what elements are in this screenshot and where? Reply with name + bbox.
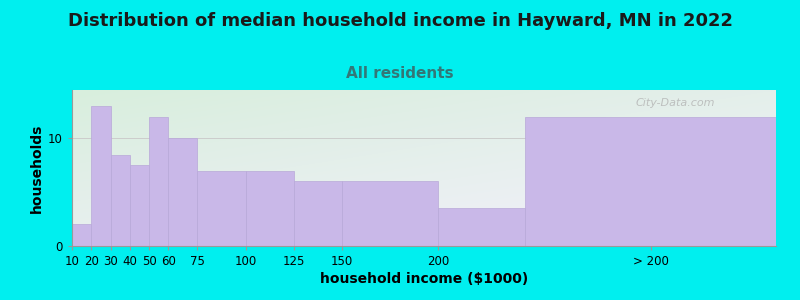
Bar bbox=[169, 138, 198, 246]
Y-axis label: households: households bbox=[30, 123, 44, 213]
Bar bbox=[438, 208, 526, 246]
Bar bbox=[198, 171, 246, 246]
Bar bbox=[130, 165, 149, 246]
Bar bbox=[526, 117, 776, 246]
Bar bbox=[342, 182, 438, 246]
Bar bbox=[149, 117, 169, 246]
Text: Distribution of median household income in Hayward, MN in 2022: Distribution of median household income … bbox=[67, 12, 733, 30]
Bar bbox=[91, 106, 110, 246]
Bar bbox=[110, 154, 130, 246]
Text: City-Data.com: City-Data.com bbox=[635, 98, 714, 108]
Bar bbox=[72, 224, 91, 246]
Text: All residents: All residents bbox=[346, 66, 454, 81]
X-axis label: household income ($1000): household income ($1000) bbox=[320, 272, 528, 286]
Bar bbox=[294, 182, 342, 246]
Bar bbox=[246, 171, 294, 246]
